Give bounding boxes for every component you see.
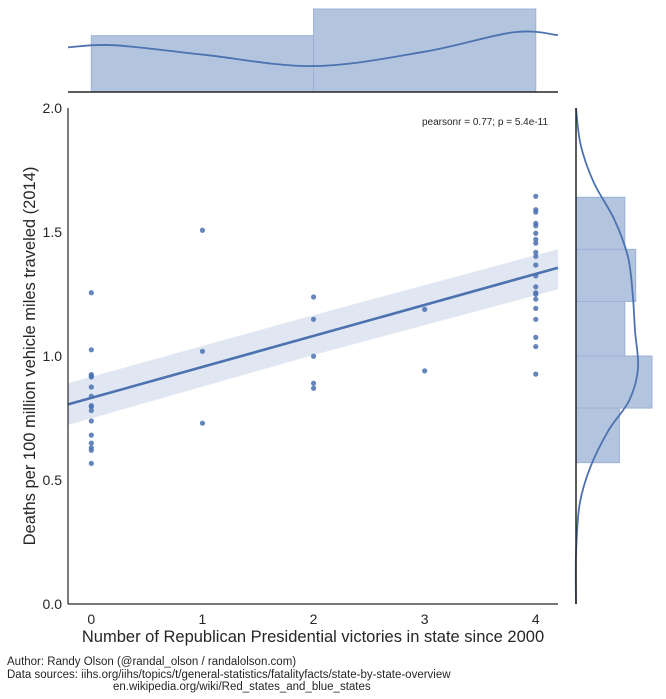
- data-point: [310, 316, 317, 322]
- data-point: [533, 371, 539, 377]
- data-point: [199, 348, 206, 354]
- x-tick-label: 0: [87, 611, 95, 627]
- data-point: [533, 284, 539, 290]
- right-marginal-histogram: [574, 107, 653, 605]
- y-tick-label: 1.0: [43, 348, 63, 364]
- top-marginal-histogram: [67, 8, 559, 93]
- data-point: [310, 294, 317, 300]
- right-kde-curve: [574, 107, 640, 605]
- data-point: [422, 306, 428, 312]
- data-point: [533, 240, 539, 246]
- y-tick-label: 0.5: [43, 472, 63, 488]
- data-point: [533, 193, 539, 199]
- data-point: [533, 305, 539, 311]
- right-histogram-bar: [575, 355, 653, 409]
- data-point: [88, 440, 94, 446]
- data-point: [422, 368, 428, 374]
- data-point: [88, 404, 94, 410]
- y-tick-label: 1.5: [43, 224, 63, 240]
- data-point: [533, 316, 539, 322]
- data-point: [88, 290, 94, 296]
- data-sources-credit-line2: en.wikipedia.org/wiki/Red_states_and_blu…: [113, 681, 371, 693]
- main-scatter-plot: 0 1 2 3 4 0.0 0.5 1.0 1.5 2.0: [43, 100, 559, 627]
- x-tick-label: 2: [310, 611, 318, 627]
- data-point: [310, 380, 317, 386]
- data-point: [533, 253, 539, 259]
- data-point: [88, 407, 94, 414]
- data-point: [88, 432, 94, 438]
- x-tick-label: 4: [532, 611, 540, 627]
- data-point: [88, 460, 94, 466]
- data-point: [533, 249, 539, 255]
- right-histogram-bar: [575, 248, 637, 302]
- pearson-annotation: pearsonr = 0.77; p = 5.4e-11: [422, 117, 548, 128]
- top-kde-curve: [67, 30, 559, 67]
- right-histogram-bar: [575, 407, 620, 464]
- data-point: [88, 347, 94, 353]
- author-credit: Author: Randy Olson (@randal_olson / ran…: [7, 656, 297, 668]
- credits-block: Author: Randy Olson (@randal_olson / ran…: [7, 656, 451, 694]
- data-point: [310, 385, 317, 391]
- data-point: [533, 296, 539, 302]
- data-point: [533, 223, 539, 229]
- x-tick-label: 3: [421, 611, 429, 627]
- data-point: [533, 230, 539, 236]
- data-point: [533, 209, 539, 215]
- data-point: [310, 353, 317, 359]
- data-point: [88, 447, 94, 453]
- regression-line: [67, 266, 559, 406]
- data-point: [199, 227, 206, 233]
- data-point: [533, 343, 539, 350]
- x-axis-label: Number of Republican Presidential victor…: [82, 628, 544, 646]
- data-point: [88, 374, 94, 380]
- data-point: [88, 384, 94, 390]
- data-point: [533, 236, 539, 243]
- right-histogram-bar: [575, 300, 626, 357]
- data-point: [533, 334, 539, 340]
- data-point: [88, 418, 94, 424]
- data-sources-credit: Data sources: iihs.org/iihs/topics/t/gen…: [7, 668, 451, 681]
- data-point: [199, 420, 206, 426]
- top-histogram-bar: [313, 8, 537, 93]
- y-tick-label: 0.0: [43, 596, 63, 612]
- right-histogram-bar: [575, 196, 626, 250]
- x-tick-label: 1: [199, 611, 207, 627]
- data-point: [533, 291, 539, 297]
- data-point: [533, 262, 539, 268]
- y-axis-label: Deaths per 100 million vehicle miles tra…: [21, 167, 39, 546]
- y-tick-label: 2.0: [43, 100, 63, 116]
